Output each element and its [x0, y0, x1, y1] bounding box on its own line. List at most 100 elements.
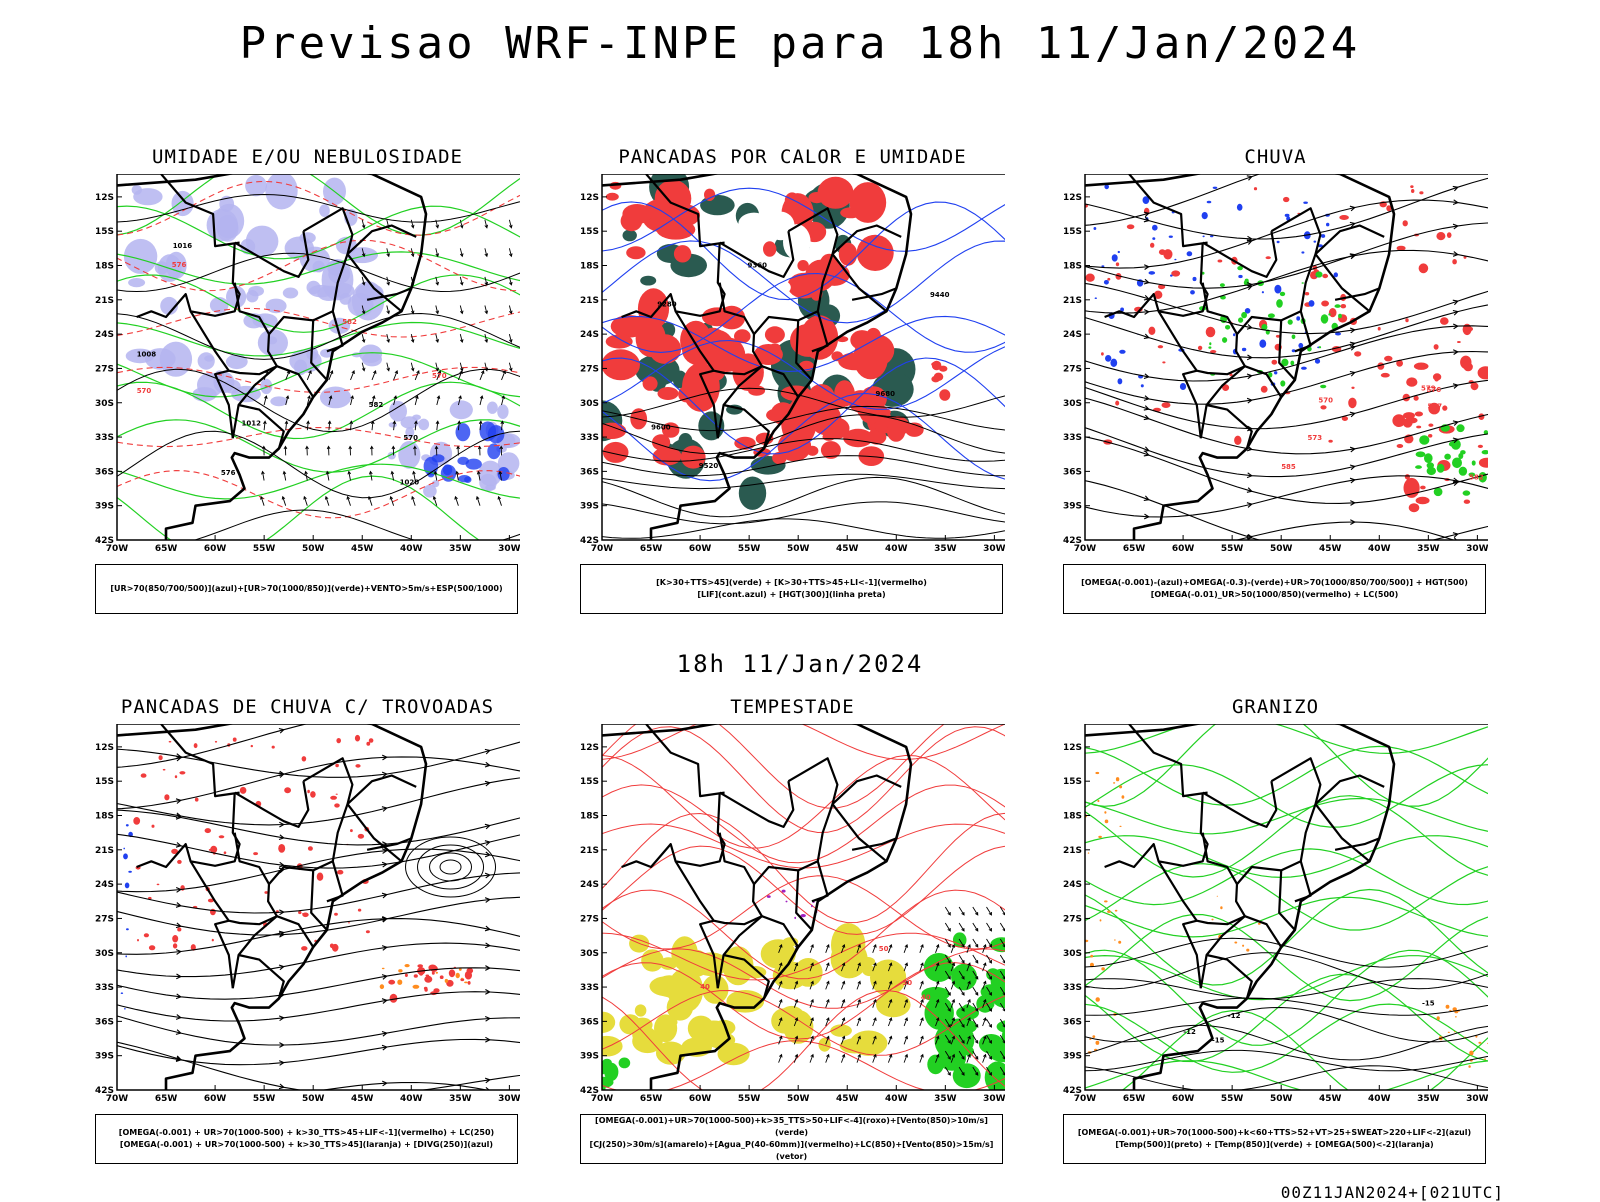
rain-area-red	[1407, 417, 1418, 424]
wind850-vector	[840, 980, 846, 990]
streamline-arrow	[381, 892, 388, 899]
wind-vector	[412, 470, 416, 481]
omega-area-orange	[1104, 811, 1107, 814]
contour-label: 576	[221, 469, 236, 477]
rain-area-red	[1328, 439, 1333, 443]
streamline-arrow	[1350, 550, 1355, 555]
anticyclone-ring	[417, 844, 485, 890]
rain-area-red	[1320, 405, 1327, 410]
country-border	[214, 369, 234, 439]
wind850-vector	[966, 1017, 971, 1027]
lon-tick-label: 40W	[400, 1094, 423, 1104]
humidity-low-contour	[117, 381, 520, 440]
thunderstorm-area-red	[310, 791, 316, 798]
wind-vector	[434, 445, 439, 456]
omega-area-orange	[1436, 1016, 1440, 1021]
rain-area-red	[1107, 277, 1111, 281]
humidity-area-mid	[497, 404, 509, 419]
humidity-area-high	[431, 454, 445, 463]
thunderstorm-area-orange	[458, 967, 462, 971]
rain-area-blue	[1313, 240, 1317, 243]
omega-area-orange	[1121, 795, 1125, 799]
precipitable-water-contour	[602, 754, 1005, 849]
streamline-arrow	[175, 1029, 182, 1035]
country-border	[189, 860, 278, 926]
streamline-arrow	[1452, 309, 1459, 316]
rain-area-red	[1275, 334, 1281, 338]
wind850-vector	[825, 1035, 830, 1045]
country-border	[326, 860, 344, 903]
lat-tick-label: 30S	[580, 949, 599, 959]
rain-area-blue	[1276, 240, 1280, 244]
rain-area-red	[1452, 259, 1457, 265]
rain-area-red	[1440, 317, 1449, 325]
temp850-contour	[1085, 1003, 1488, 1073]
map-content: -12 -15 -12 -15	[1085, 724, 1488, 1090]
wind850-vector	[944, 1066, 951, 1076]
thunderstorm-area-red	[179, 771, 186, 775]
omega-area-orange	[1455, 1016, 1457, 1018]
streamline-arrow	[485, 989, 491, 995]
temp850-contour	[1085, 896, 1488, 938]
rain-area-red	[1304, 292, 1310, 296]
country-border	[645, 174, 725, 248]
lat-tick-label: 27S	[1063, 914, 1082, 924]
lat-tick-label: 33S	[95, 433, 114, 443]
streamline-arrow	[1349, 205, 1356, 212]
lon-tick-label: 60W	[1172, 544, 1195, 554]
streamline-arrow	[1246, 502, 1253, 508]
lat-tick-label: 27S	[580, 364, 599, 374]
lat-tick-label: 30S	[580, 399, 599, 409]
wind850-area-green	[618, 1057, 631, 1069]
omega-area-orange	[1104, 819, 1109, 824]
omega-area-orange	[1211, 918, 1214, 921]
instability-area-red	[787, 272, 822, 299]
wind850-vector	[999, 922, 1005, 932]
streamline-arrow	[484, 1077, 491, 1084]
thunderstorm-area-red	[171, 848, 178, 854]
rain-area-blue	[1117, 378, 1123, 385]
wind850-vector	[856, 1017, 861, 1027]
streamline-arrow	[278, 867, 285, 874]
contour-label: 570	[1318, 396, 1333, 404]
thunderstorm-area-red	[337, 869, 344, 875]
wind850-vector	[972, 1066, 979, 1076]
coastline	[117, 174, 428, 540]
wind-vector	[414, 370, 420, 381]
lat-tick-label: 36S	[95, 1017, 114, 1027]
wind850-vector	[944, 922, 951, 932]
country-border	[1314, 803, 1371, 863]
thunderstorm-area-red	[271, 745, 275, 749]
country-border	[1334, 837, 1380, 851]
thunderstorm-area-red	[177, 859, 182, 864]
streamline-arrow	[278, 1060, 285, 1066]
wind-vector	[414, 395, 419, 406]
instability-area-red	[880, 409, 891, 415]
rain-area-red	[1428, 434, 1433, 438]
rain-area-red	[1115, 262, 1120, 267]
lat-tick-label: 39S	[1063, 502, 1082, 512]
precipitable-water-contour	[602, 889, 1005, 980]
streamline-arrow	[278, 930, 285, 937]
thickness-contour	[117, 307, 520, 338]
rain-area-blue	[1301, 366, 1307, 370]
rain-area-blue	[1206, 200, 1212, 204]
country-border	[753, 253, 834, 335]
omega-area-orange	[1468, 1065, 1471, 1068]
lat-tick-label: 15S	[95, 777, 114, 787]
wind850-vector	[903, 1017, 909, 1027]
streamline-arrow	[279, 1042, 285, 1048]
country-border	[722, 915, 763, 956]
rain-area-red	[1420, 485, 1426, 490]
wind850-vector	[825, 962, 830, 972]
omega-area-orange	[1095, 1040, 1100, 1045]
thunderstorm-area-red	[250, 744, 253, 748]
streamline	[1234, 521, 1455, 540]
wind850-vector	[972, 906, 979, 916]
rain-area-green	[1433, 487, 1443, 497]
rain-area-green	[1320, 384, 1327, 389]
rain-area-green	[1280, 380, 1286, 387]
rain-area-blue	[1120, 307, 1124, 312]
lat-tick-label: 21S	[95, 296, 114, 306]
